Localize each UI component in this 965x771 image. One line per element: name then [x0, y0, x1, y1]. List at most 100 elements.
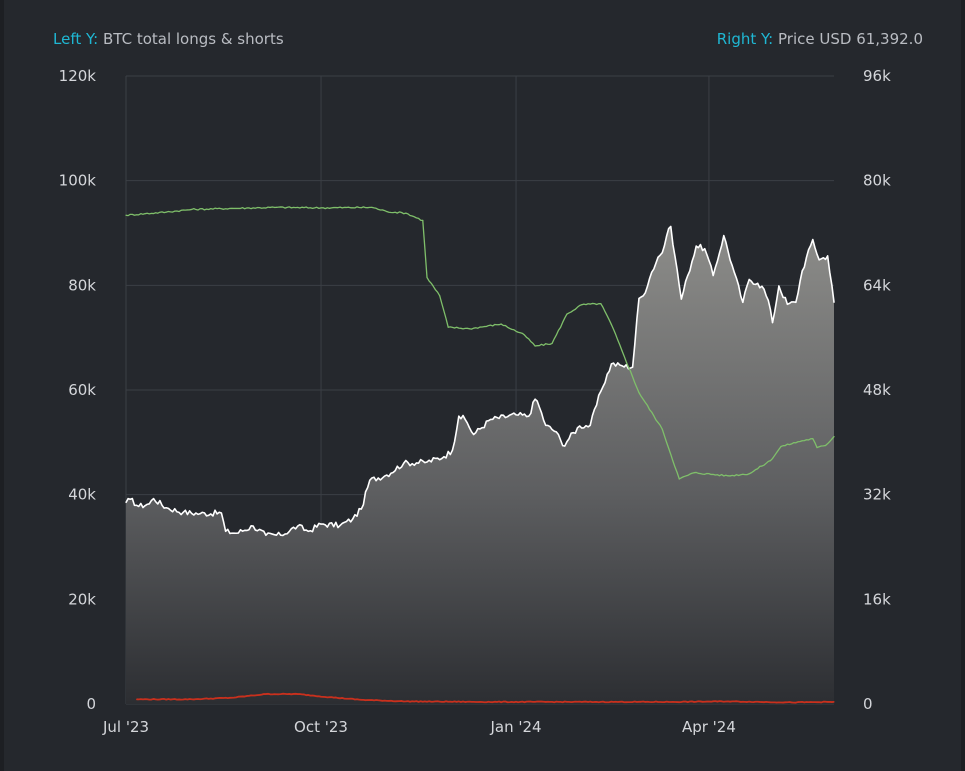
price-series-point: [600, 390, 602, 392]
bottom-series-point: [328, 696, 331, 698]
price-series-point: [610, 363, 613, 365]
price-series-point: [451, 449, 454, 451]
price-series-point: [642, 295, 644, 297]
longs-shorts-series-point: [523, 334, 526, 336]
price-series-point: [352, 518, 354, 520]
price-series-point: [786, 303, 788, 305]
longs-shorts-series-line: [125, 206, 835, 480]
price-series-point: [515, 414, 517, 416]
right-y-tick-label: 64k: [863, 276, 891, 294]
longs-shorts-series-point: [727, 475, 729, 477]
longs-shorts-series-point: [816, 446, 818, 449]
longs-shorts-series-point: [581, 304, 583, 306]
bottom-series-point: [136, 698, 138, 700]
longs-shorts-series-point: [371, 206, 373, 208]
price-series-point: [579, 425, 581, 427]
longs-shorts-series-point: [534, 345, 536, 347]
bottom-series-point: [265, 693, 267, 695]
longs-shorts-series-point: [231, 207, 233, 209]
longs-shorts-series-point: [422, 219, 424, 222]
longs-shorts-series-point: [447, 326, 449, 328]
longs-shorts-series-point: [621, 350, 623, 352]
price-series-point: [632, 366, 634, 368]
price-series-point: [403, 462, 405, 464]
longs-shorts-series-point: [426, 276, 428, 279]
panel-left-edge: [0, 0, 4, 771]
bottom-series-point: [600, 701, 602, 703]
area-layer: [126, 226, 834, 704]
price-series-point: [695, 245, 697, 247]
price-series-point: [464, 418, 466, 421]
panel-right-edge: [961, 0, 965, 771]
left-axis-description: BTC total longs & shorts: [103, 30, 284, 48]
price-series-point: [769, 308, 772, 311]
left-axis-legend: Left Y: BTC total longs & shorts: [53, 30, 284, 52]
left-y-tick-label: 20k: [68, 590, 96, 608]
price-series-point: [490, 418, 492, 421]
price-series-point: [125, 501, 127, 504]
bottom-series-line: [136, 692, 835, 704]
price-series-point: [369, 479, 371, 481]
price-series-point: [621, 365, 623, 367]
price-series-point: [360, 508, 362, 510]
price-series-point: [757, 282, 759, 284]
bottom-series-point: [297, 693, 299, 695]
longs-shorts-series-point: [610, 323, 613, 326]
price-series-point: [252, 525, 254, 527]
longs-shorts-series-point: [500, 323, 502, 325]
left-y-tick-label: 60k: [68, 381, 96, 399]
left-y-tick-label: 100k: [59, 172, 97, 190]
bottom-series-point: [479, 701, 481, 703]
right-y-tick-label: 16k: [863, 590, 891, 608]
price-series-point: [704, 248, 706, 250]
longs-shorts-series-point: [125, 214, 127, 216]
price-series-point: [220, 512, 222, 514]
price-series-point: [307, 530, 309, 532]
price-series-point: [280, 534, 282, 536]
price-series-point: [534, 398, 536, 400]
bottom-series-point: [191, 698, 193, 700]
longs-shorts-series-point: [320, 207, 322, 209]
price-series-point: [657, 256, 659, 258]
right-y-tick-label: 80k: [863, 172, 891, 190]
price-series-point: [528, 415, 530, 417]
left-y-tick-label: 80k: [68, 276, 96, 294]
longs-shorts-series-point: [769, 460, 772, 462]
price-series-point: [562, 445, 564, 447]
price-series-point: [165, 507, 167, 509]
longs-shorts-series-point: [812, 438, 814, 440]
price-series-point: [426, 461, 428, 463]
right-axis-key: Right Y:: [716, 30, 774, 48]
price-series-point: [339, 524, 341, 527]
longs-shorts-series-point: [191, 208, 193, 211]
bottom-series-point: [405, 700, 407, 702]
price-series-point: [458, 415, 460, 417]
longs-shorts-series-point: [748, 473, 750, 475]
x-tick-label: Jul '23: [102, 718, 149, 736]
price-series-point: [723, 235, 725, 237]
right-y-tick-label: 32k: [863, 486, 891, 504]
price-series-point: [386, 474, 388, 476]
left-y-tick-label: 40k: [68, 486, 96, 504]
longs-shorts-series-point: [661, 428, 663, 430]
left-y-axis: 0 20k 40k 60k 80k 100k 120k: [59, 67, 97, 713]
price-series-point: [687, 274, 689, 277]
price-series-point: [778, 285, 780, 287]
longs-shorts-series-point: [638, 392, 640, 394]
price-series-point: [182, 511, 184, 513]
longs-shorts-series-point: [468, 328, 470, 330]
left-y-tick-label: 120k: [59, 67, 97, 85]
longs-shorts-series-point: [566, 313, 568, 315]
price-series-point: [651, 271, 653, 273]
longs-shorts-series-point: [551, 342, 553, 345]
left-axis-key: Left Y:: [53, 30, 99, 48]
bottom-series-point: [727, 700, 729, 702]
right-y-tick-label: 48k: [863, 381, 891, 399]
longs-shorts-series-point: [678, 478, 680, 480]
right-axis-legend: Right Y: Price USD 61,392.0: [717, 30, 923, 52]
bottom-series-point: [791, 701, 793, 704]
price-series-point: [812, 238, 814, 241]
price-series-point: [742, 301, 744, 303]
price-series-point: [795, 301, 797, 303]
